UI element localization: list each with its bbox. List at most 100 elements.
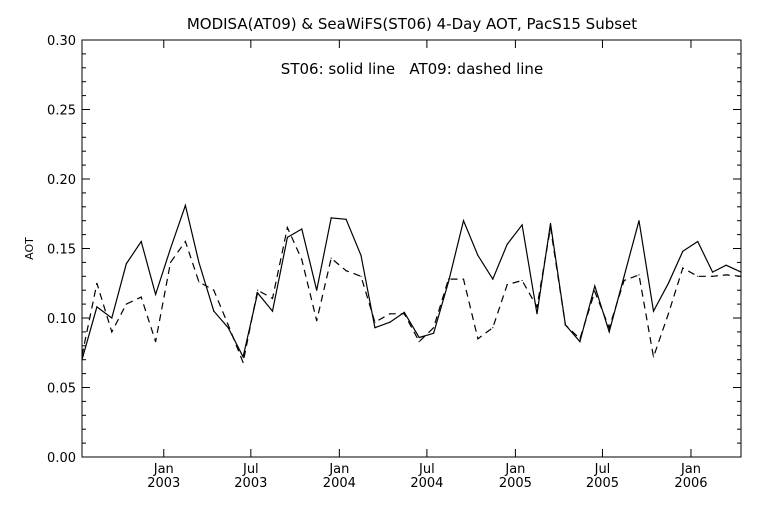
data-point-st06 xyxy=(506,243,508,245)
x-tick-year: 2003 xyxy=(234,476,267,491)
x-tick-month: Jul xyxy=(594,462,611,477)
data-point-at09 xyxy=(257,289,259,291)
data-point-at09 xyxy=(549,227,552,229)
data-point-st06 xyxy=(462,220,465,222)
data-point-st06 xyxy=(140,240,142,243)
data-point-st06 xyxy=(96,306,98,308)
x-tick-month: Jan xyxy=(328,462,349,477)
data-point-at09 xyxy=(564,324,567,326)
x-tick-year: 2004 xyxy=(323,476,356,491)
x-tick-month: Jan xyxy=(153,462,174,477)
data-point-st06 xyxy=(623,275,625,277)
data-point-st06 xyxy=(536,313,538,315)
data-point-st06 xyxy=(330,217,332,219)
data-point-st06 xyxy=(740,271,742,273)
data-point-st06 xyxy=(301,228,303,230)
data-point-at09 xyxy=(96,282,98,284)
data-point-st06 xyxy=(477,254,479,256)
data-point-at09 xyxy=(81,354,83,357)
data-point-at09 xyxy=(697,275,699,277)
data-point-at09 xyxy=(477,338,479,340)
data-point-at09 xyxy=(521,279,523,282)
data-point-at09 xyxy=(198,281,200,283)
data-point-at09 xyxy=(374,321,376,323)
data-point-at09 xyxy=(638,274,640,276)
data-point-at09 xyxy=(623,279,625,282)
data-point-st06 xyxy=(638,220,640,222)
y-axis: 0.00 0.05 0.10 0.15 0.20 0.25 0.30 xyxy=(47,34,741,466)
series-line-at09 xyxy=(81,225,742,365)
data-point-st06 xyxy=(521,224,523,226)
data-point-at09 xyxy=(242,361,244,364)
y-tick-label: 0.10 xyxy=(47,312,76,327)
data-point-at09 xyxy=(667,313,670,315)
data-point-st06 xyxy=(155,293,157,295)
data-point-at09 xyxy=(330,257,332,259)
data-point-st06 xyxy=(213,310,215,312)
y-tick-label: 0.25 xyxy=(47,104,76,119)
data-point-at09 xyxy=(712,275,714,277)
data-point-at09 xyxy=(462,278,465,280)
data-point-at09 xyxy=(418,341,420,343)
data-point-st06 xyxy=(360,254,362,256)
y-tick-label: 0.30 xyxy=(47,34,76,49)
data-point-at09 xyxy=(506,284,508,286)
x-tick-month: Jul xyxy=(418,462,435,477)
x-tick-month: Jan xyxy=(680,462,701,477)
data-point-at09 xyxy=(652,356,655,358)
data-point-at09 xyxy=(389,313,391,315)
data-point-st06 xyxy=(111,317,113,319)
y-axis-label: AOT xyxy=(23,237,36,260)
x-tick-year: 2006 xyxy=(674,476,707,491)
data-point-at09 xyxy=(345,270,347,272)
data-point-at09 xyxy=(184,240,186,243)
y-tick-label: 0.15 xyxy=(47,243,76,258)
data-point-at09 xyxy=(536,306,538,308)
data-point-st06 xyxy=(271,310,274,312)
data-point-at09 xyxy=(169,261,172,263)
data-point-st06 xyxy=(374,327,376,329)
data-point-at09 xyxy=(725,274,727,276)
data-point-at09 xyxy=(579,338,581,340)
data-point-st06 xyxy=(492,278,494,280)
data-point-st06 xyxy=(227,327,229,329)
data-point-at09 xyxy=(608,327,610,329)
y-tick-label: 0.00 xyxy=(47,451,76,466)
data-point-at09 xyxy=(155,341,157,343)
data-point-at09 xyxy=(682,267,684,269)
data-point-st06 xyxy=(579,341,581,343)
data-point-st06 xyxy=(198,261,200,263)
chart-title: MODISA(AT09) & SeaWiFS(ST06) 4-Day AOT, … xyxy=(187,15,637,33)
x-tick-year: 2003 xyxy=(147,476,180,491)
data-point-at09 xyxy=(140,296,142,298)
data-point-at09 xyxy=(492,327,494,329)
x-tick-month: Jul xyxy=(242,462,259,477)
data-point-st06 xyxy=(345,218,347,220)
x-axis: Jan2003Jul2003Jan2004Jul2004Jan2005Jul20… xyxy=(147,40,708,491)
x-tick-month: Jan xyxy=(504,462,525,477)
data-point-at09 xyxy=(125,303,127,305)
data-point-at09 xyxy=(433,327,435,329)
data-point-st06 xyxy=(81,359,83,361)
data-point-st06 xyxy=(608,331,610,333)
data-point-at09 xyxy=(227,324,229,326)
data-point-at09 xyxy=(213,289,215,291)
data-point-st06 xyxy=(418,336,420,339)
data-point-at09 xyxy=(286,227,288,229)
data-point-st06 xyxy=(667,282,670,284)
data-point-at09 xyxy=(594,291,596,293)
data-point-st06 xyxy=(447,281,450,283)
data-point-st06 xyxy=(389,321,391,323)
y-tick-label: 0.20 xyxy=(47,173,76,188)
data-point-st06 xyxy=(286,236,288,238)
data-point-st06 xyxy=(697,240,699,243)
data-point-st06 xyxy=(433,332,435,334)
data-point-st06 xyxy=(594,285,596,287)
line-style-legend: ST06: solid line AT09: dashed line xyxy=(281,60,543,78)
data-point-st06 xyxy=(403,311,405,313)
data-point-st06 xyxy=(682,250,684,252)
data-point-st06 xyxy=(169,247,172,250)
data-point-st06 xyxy=(125,263,127,265)
data-point-st06 xyxy=(549,222,552,225)
